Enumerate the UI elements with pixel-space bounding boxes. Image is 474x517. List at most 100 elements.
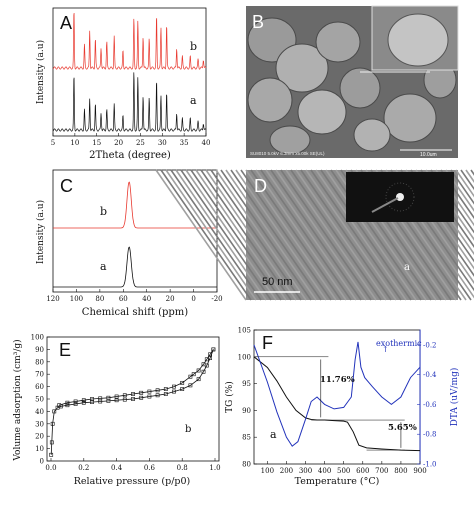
lattice-fringe: [170, 169, 262, 301]
nmr-trace-b: [53, 181, 217, 229]
tg-curve: [253, 356, 421, 452]
isotherm-adsorption-point: [196, 377, 201, 382]
x-tick-label: 0: [191, 295, 195, 303]
y-tick-label-right: -1.0: [423, 461, 437, 469]
lattice-fringe: [450, 169, 474, 205]
x-tick-label: -20: [211, 295, 222, 303]
x-tick-label: 1.0: [209, 464, 220, 472]
lattice-fringe: [320, 169, 412, 301]
lattice-fringe: [325, 169, 417, 301]
x-tick-label: 35: [180, 139, 189, 147]
panel-f-plot: [253, 341, 421, 452]
lattice-fringe: [440, 169, 474, 220]
panel-e-trace-label: b: [185, 424, 191, 435]
tem-region-label: a: [404, 262, 410, 273]
lattice-fringe: [255, 169, 347, 301]
lattice-fringe: [160, 169, 252, 301]
panel-c-ylabel: Intensity (a.u): [35, 200, 46, 264]
panel-f-yticks-left: 80 85 90 95 100 105: [238, 327, 257, 469]
y-tick-label: 90: [35, 346, 44, 354]
isotherm-desorption-point: [196, 368, 201, 373]
panel-e-plot: [49, 347, 216, 457]
lattice-fringe: [195, 169, 287, 301]
panel-d-letter: D: [254, 176, 267, 196]
isotherm-adsorption-point: [139, 395, 144, 400]
isotherm-adsorption-point: [49, 452, 54, 457]
isotherm-adsorption-point: [49, 440, 54, 445]
lattice-fringe: [310, 169, 402, 301]
x-tick-label: 0.2: [78, 464, 89, 472]
panel-a-ylabel: Intensity (a.u): [35, 40, 46, 104]
isotherm-desorption-point: [106, 395, 111, 400]
x-tick-label: 100: [261, 467, 274, 475]
saed-center: [396, 193, 404, 201]
panel-c-letter: C: [60, 176, 73, 196]
panel-a-xticks: 5 10 15 20 25 30 35 40: [51, 133, 210, 147]
panel-f-yticks-right: -1.0 -0.8 -0.6 -0.4 -0.2: [417, 341, 437, 469]
x-tick-label: 900: [413, 467, 426, 475]
panel-f-ylabel-left: TG (%): [224, 381, 235, 413]
isotherm-desorption-point: [191, 372, 196, 377]
panel-a-trace-b-label: b: [190, 40, 197, 53]
isotherm-adsorption-point: [50, 421, 55, 426]
panel-b: B SU8010 5.0kV 6.3mm x5.00k SE(UL) 10.0u…: [246, 5, 459, 158]
lattice-fringe: [250, 169, 342, 301]
isotherm-adsorption-point: [122, 397, 127, 402]
y-tick-label: 80: [242, 461, 251, 469]
isotherm-adsorption-point: [172, 389, 176, 394]
y-tick-label: 30: [35, 420, 44, 428]
panel-a-xlabel: 2Theta (degree): [89, 150, 171, 161]
isotherm-adsorption-point: [163, 392, 168, 396]
lattice-fringe: [190, 169, 282, 301]
panel-e-xlabel: Relative pressure (p/p0): [74, 476, 190, 487]
lattice-fringe: [175, 169, 267, 301]
x-tick-label: 0.8: [177, 464, 188, 472]
lattice-fringe: [235, 169, 327, 301]
x-tick-label: 20: [166, 295, 175, 303]
panel-c-trace-a-label: a: [100, 260, 107, 273]
lattice-fringe: [200, 169, 292, 301]
y-tick-label: 70: [35, 371, 44, 379]
isotherm-adsorption-point: [65, 403, 70, 408]
lattice-fringe: [290, 169, 382, 301]
panel-a: A b a 5 10 15 20 25 30 35 40 2Theta (degree) In…: [35, 7, 210, 161]
isotherm-desorption-point: [98, 396, 103, 401]
panel-c-trace-b-label: b: [100, 205, 107, 218]
y-tick-label: 10: [35, 445, 44, 453]
isotherm-desorption-point: [147, 389, 152, 394]
panel-f-frame: [253, 329, 421, 465]
y-tick-label: 95: [242, 380, 251, 388]
x-tick-label: 0.6: [144, 464, 156, 472]
lattice-fringe: [295, 169, 387, 301]
isotherm-desorption-point: [114, 394, 119, 399]
x-tick-label: 30: [158, 139, 167, 147]
exothermic-arrow-icon: ↑: [382, 345, 389, 354]
x-tick-label: 400: [318, 467, 331, 475]
panel-f-trace-label: a: [270, 428, 277, 441]
lattice-fringe: [455, 169, 474, 198]
isotherm-desorption-point: [131, 392, 135, 396]
panel-f-xticks: 100 200 300 400 500 600 700 800 900: [261, 461, 427, 475]
x-tick-label: 5: [51, 139, 55, 147]
y-tick-label: 90: [242, 407, 251, 415]
nmr-trace-a: [53, 246, 217, 288]
panel-f-xlabel: Temperature (°C): [295, 476, 380, 487]
isotherm-adsorption-point: [52, 409, 57, 414]
x-tick-label: 100: [70, 295, 83, 303]
isotherm-adsorption-point: [131, 397, 135, 401]
y-tick-label: 0: [40, 458, 44, 466]
x-tick-label: 25: [136, 139, 145, 147]
panel-f-exothermic-label: exothermic: [376, 339, 422, 348]
x-tick-label: 120: [46, 295, 59, 303]
x-tick-label: 60: [119, 295, 128, 303]
lattice-fringe: [445, 169, 474, 212]
panel-f-letter: F: [262, 333, 273, 353]
lattice-fringe: [275, 169, 367, 301]
y-tick-label: 50: [35, 396, 44, 404]
lattice-fringe: [245, 169, 337, 301]
x-tick-label: 0.4: [111, 464, 123, 472]
panel-a-trace-a-label: a: [190, 94, 197, 107]
tem-scalebar-label: 50 nm: [262, 276, 293, 288]
panel-e-yticks: 0 10 20 30 40 50 60 70 80 90 100: [31, 334, 50, 466]
